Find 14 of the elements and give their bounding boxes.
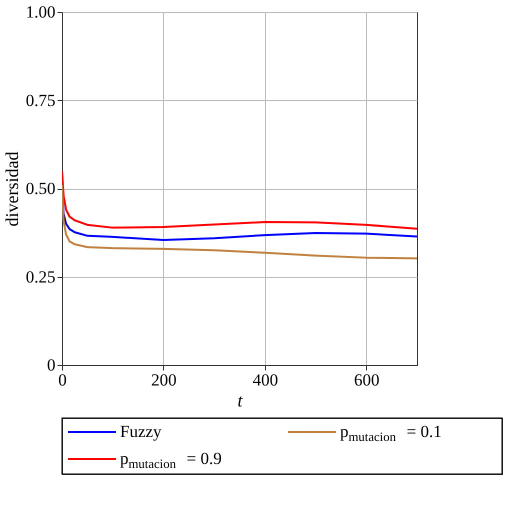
- y-axis-title: diversidad: [2, 152, 22, 226]
- y-tick-label: 1.00: [26, 2, 56, 22]
- x-axis-title: t: [237, 390, 244, 410]
- y-tick-label: 0: [47, 356, 56, 374]
- y-tick-label: 0.75: [26, 90, 56, 110]
- y-tick-label: 0.50: [26, 179, 56, 198]
- legend-label: Fuzzy: [120, 422, 162, 441]
- line-series: [62, 184, 417, 260]
- x-tick-label: 400: [252, 370, 278, 390]
- line-series: [62, 170, 417, 230]
- x-tick-label: 0: [58, 370, 67, 390]
- x-tick-label: 200: [151, 370, 177, 390]
- y-tick-label: 0.25: [26, 267, 56, 286]
- x-tick-label: 600: [354, 370, 380, 390]
